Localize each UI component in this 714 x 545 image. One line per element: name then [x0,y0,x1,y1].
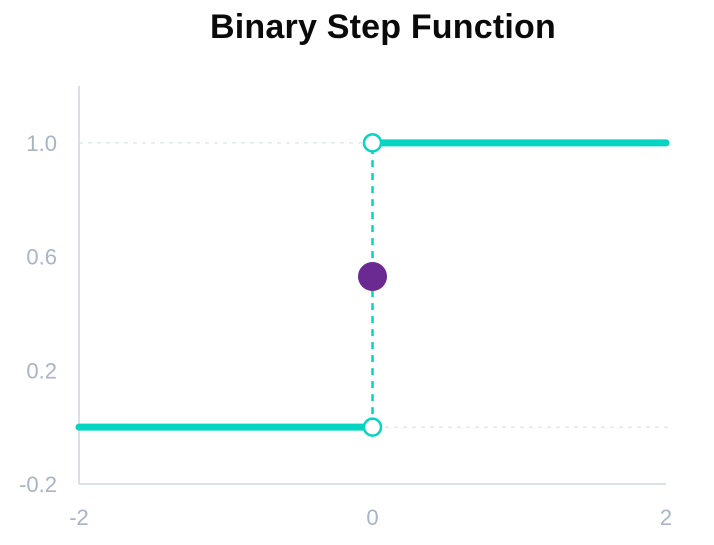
x-tick-label: -2 [69,505,89,530]
y-tick-label: 0.6 [26,245,57,270]
open-point-0 [362,417,383,437]
x-tick-label: 0 [366,505,378,530]
chart-title: Binary Step Function [210,8,556,46]
y-tick-label: 1.0 [26,131,57,156]
highlight-point [358,261,387,291]
y-tick-label: 0.2 [26,358,57,383]
x-tick-label: 2 [660,505,672,530]
y-tick-label: -0.2 [19,472,57,497]
open-point-1 [362,133,383,153]
